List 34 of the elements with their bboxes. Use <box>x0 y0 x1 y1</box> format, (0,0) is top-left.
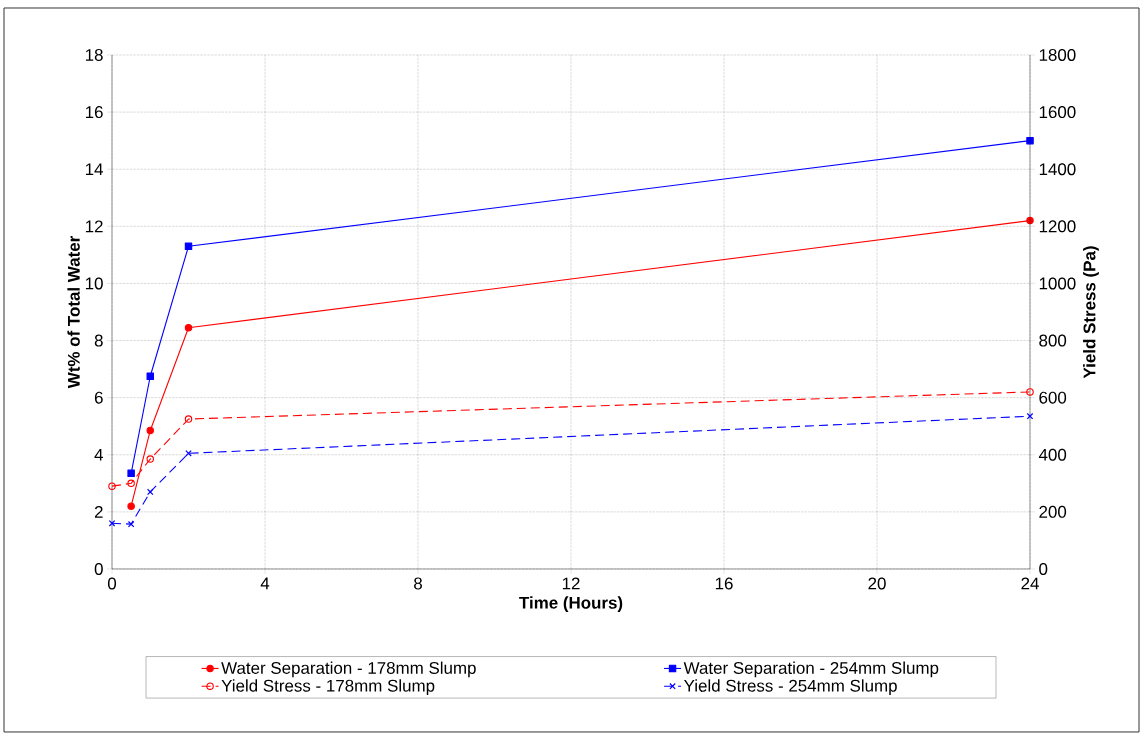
y-tick-label: 2 <box>94 505 103 518</box>
y2-tick-label: 600 <box>1039 391 1067 404</box>
x-tick-label: 24 <box>1021 577 1039 590</box>
y2-tick-label: 1400 <box>1039 163 1076 176</box>
y-tick-label: 8 <box>94 334 103 347</box>
legend-label: Water Separation - 178mm Slump <box>221 661 476 678</box>
y2-tick-label: 0 <box>1039 562 1048 575</box>
x-tick-label: 0 <box>107 577 117 590</box>
legend-label: Yield Stress - 178mm Slump <box>221 679 435 696</box>
x-tick-label: 20 <box>868 577 886 590</box>
x-tick-label: 12 <box>562 577 580 590</box>
y2-tick-label: 200 <box>1039 505 1067 518</box>
legend-label: Yield Stress - 254mm Slump <box>683 679 897 696</box>
y-tick-label: 0 <box>94 562 103 575</box>
x-axis-title: Time (Hours) <box>519 596 623 613</box>
y-tick-label: 10 <box>85 277 103 290</box>
y2-tick-label: 400 <box>1038 448 1067 461</box>
y2-tick-label: 1000 <box>1039 277 1076 290</box>
y2-tick-label: 800 <box>1039 334 1067 347</box>
y-tick-label: 18 <box>85 48 103 61</box>
y2-tick-label: 1600 <box>1039 106 1076 119</box>
x-tick-label: 8 <box>414 577 422 590</box>
y-tick-label: 16 <box>85 106 103 119</box>
y-tick-label: 4 <box>94 448 103 461</box>
legend-label: Water Separation - 254mm Slump <box>683 661 939 678</box>
y-tick-label: 6 <box>94 391 103 404</box>
x-tick-label: 4 <box>260 577 270 590</box>
y2-tick-label: 1800 <box>1039 48 1076 61</box>
x-tick-label: 16 <box>715 577 733 590</box>
y-tick-label: 12 <box>85 220 103 233</box>
y2-axis-title: Yield Stress (Pa) <box>1083 246 1099 379</box>
y2-tick-label: 1200 <box>1039 220 1076 233</box>
y-axis-title: Wt% of Total Water <box>67 236 80 389</box>
y-tick-label: 14 <box>85 163 103 176</box>
